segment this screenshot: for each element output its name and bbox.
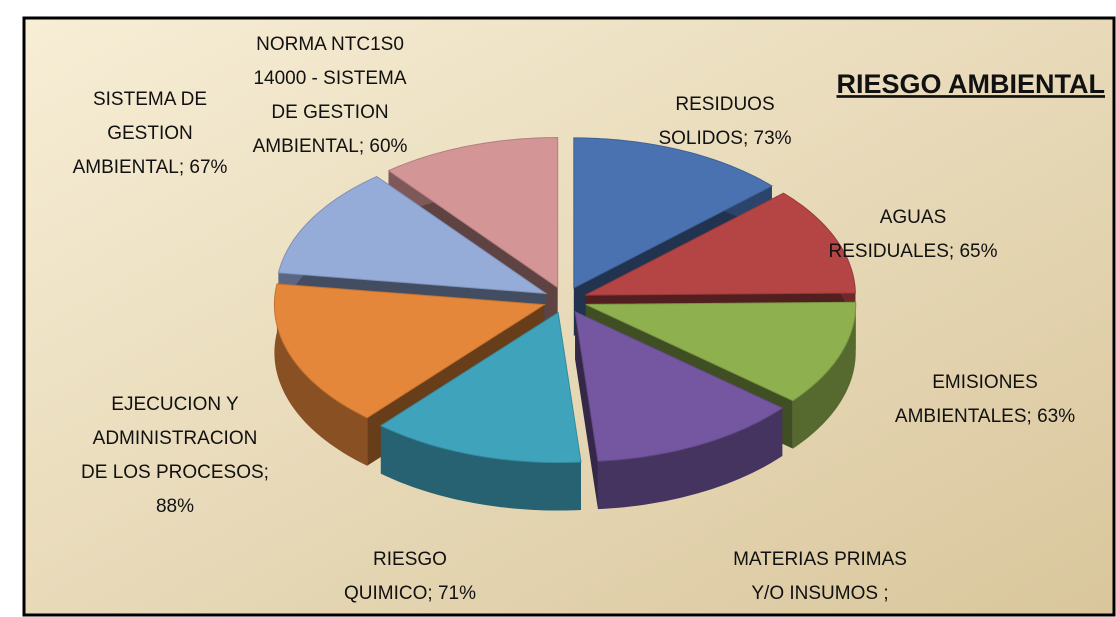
data-label: AMBIENTAL; 60%: [253, 136, 408, 157]
data-label: NORMA NTC1S0: [256, 34, 404, 55]
data-label: ADMINISTRACION: [93, 428, 258, 449]
data-label: AMBIENTAL; 67%: [73, 157, 228, 178]
data-label: RIESGO: [373, 549, 447, 570]
chart-title: RIESGO AMBIENTAL: [837, 69, 1106, 99]
data-label: EMISIONES: [932, 372, 1038, 393]
data-label: Y/O INSUMOS ;: [751, 583, 888, 604]
slice: [387, 137, 559, 289]
data-label: DE GESTION: [271, 102, 388, 123]
slice-side: [575, 311, 598, 510]
slice: [574, 310, 784, 462]
data-label: RESIDUOS: [675, 94, 774, 115]
data-label: AGUAS: [880, 207, 947, 228]
data-label: DE LOS PROCESOS;: [81, 462, 269, 483]
data-label: EJECUCION Y: [111, 394, 239, 415]
slice-wall: [274, 283, 368, 466]
slice: [277, 175, 548, 295]
data-label: GESTION: [107, 123, 193, 144]
data-label: QUIMICO; 71%: [344, 583, 476, 604]
data-label: SOLIDOS; 73%: [658, 128, 791, 149]
data-label: SISTEMA DE: [93, 89, 207, 110]
data-label: RESIDUALES; 65%: [829, 241, 998, 262]
chart-frame: [22, 16, 1116, 617]
data-label: MATERIAS PRIMAS: [733, 549, 907, 570]
data-label: 14000 - SISTEMA: [253, 68, 406, 89]
data-label: 88%: [156, 496, 194, 517]
slice: [273, 283, 546, 419]
slice: [573, 137, 773, 289]
slice: [379, 311, 582, 464]
slice-wall: [792, 302, 856, 449]
slice: [585, 192, 856, 296]
slice-wall: [597, 407, 783, 510]
data-label: AMBIENTALES; 63%: [895, 406, 1075, 427]
slice: [585, 301, 857, 402]
slice-wall: [380, 425, 581, 511]
